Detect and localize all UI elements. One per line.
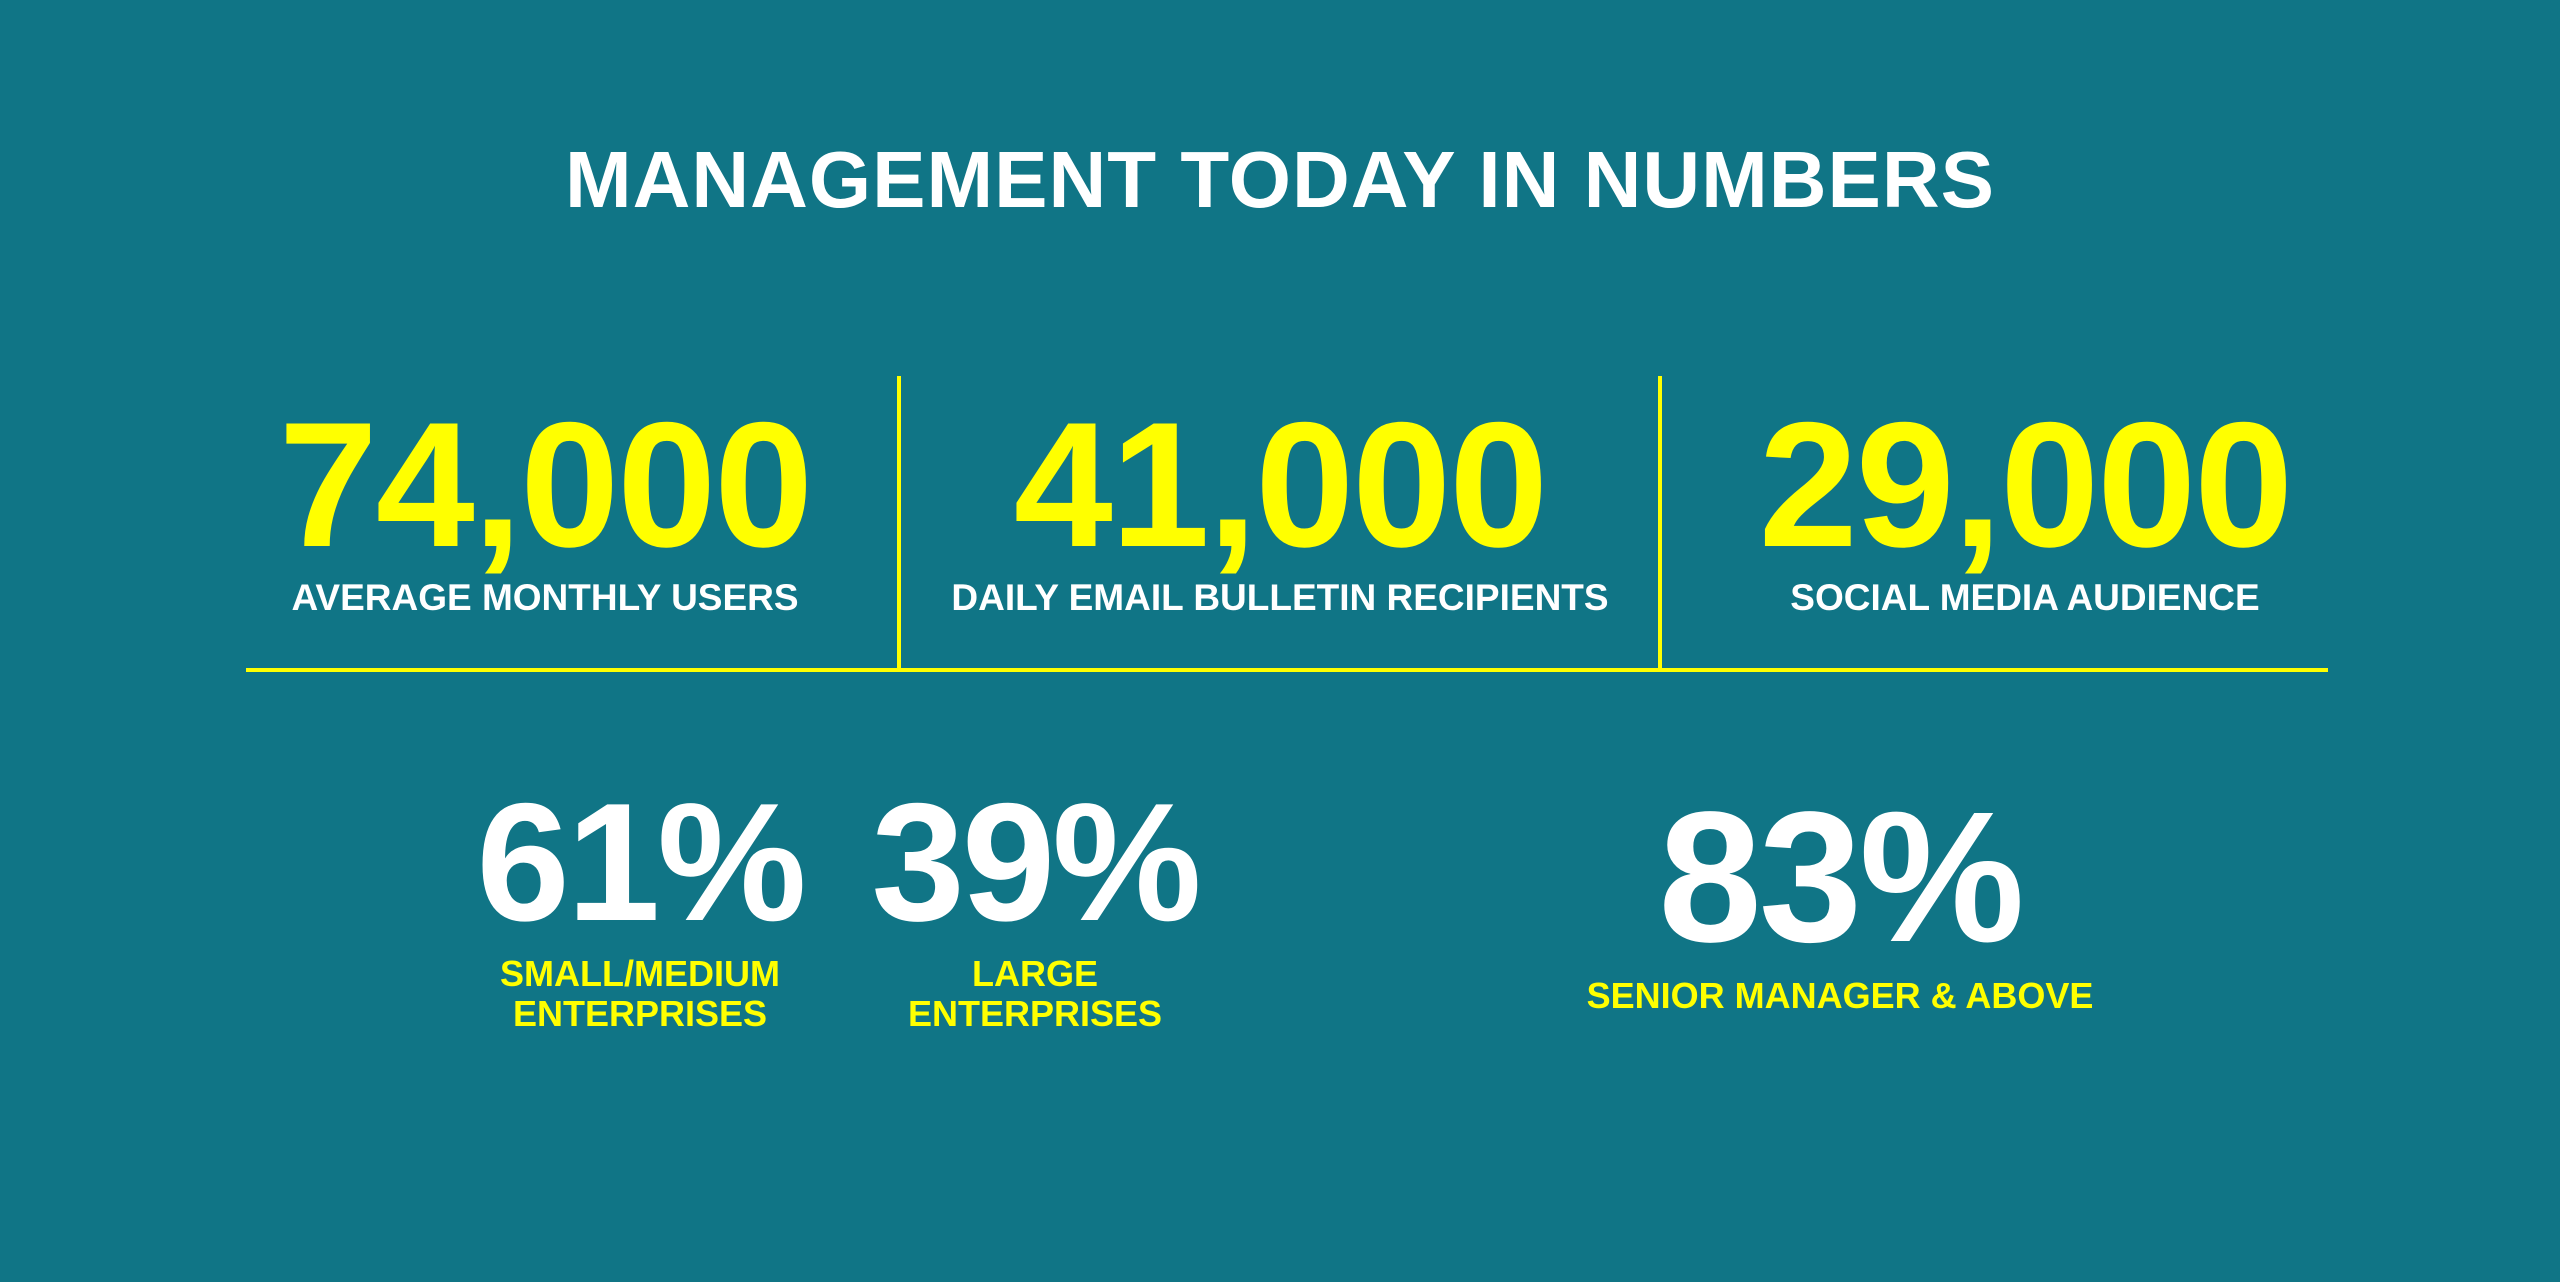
- stat-social-audience: 29,000 SOCIAL MEDIA AUDIENCE: [1700, 385, 2350, 620]
- stat-label: SENIOR MANAGER & ABOVE: [1586, 975, 2094, 1016]
- stat-label: AVERAGE MONTHLY USERS: [291, 577, 799, 618]
- divider-horizontal: [246, 668, 2328, 672]
- stat-value: 39%: [871, 768, 1201, 956]
- stat-value: 74,000: [278, 385, 813, 584]
- stat-label-line1: LARGE: [972, 953, 1098, 994]
- stat-sme: 61% SMALL/MEDIUM ENTERPRISES: [470, 768, 810, 1034]
- divider-vertical-right: [1658, 376, 1662, 672]
- divider-vertical-left: [897, 376, 901, 672]
- stat-label: DAILY EMAIL BULLETIN RECIPIENTS: [951, 577, 1609, 618]
- stat-label-line1: SMALL/MEDIUM: [500, 953, 780, 994]
- stat-value: 61%: [476, 768, 806, 956]
- stat-large-enterprises: 39% LARGE ENTERPRISES: [850, 768, 1220, 1034]
- stat-value: 29,000: [1758, 385, 2293, 584]
- stat-value: 41,000: [1013, 385, 1548, 584]
- stat-senior-managers: 83% SENIOR MANAGER & ABOVE: [1540, 774, 2140, 1016]
- stat-email-recipients: 41,000 DAILY EMAIL BULLETIN RECIPIENTS: [900, 385, 1660, 620]
- page-title: MANAGEMENT TODAY IN NUMBERS: [564, 135, 1996, 224]
- stat-label-line2: ENTERPRISES: [907, 993, 1163, 1034]
- stat-label-line2: ENTERPRISES: [512, 993, 768, 1034]
- stat-monthly-users: 74,000 AVERAGE MONTHLY USERS: [245, 385, 845, 620]
- stat-value: 83%: [1658, 774, 2024, 981]
- stat-label: SOCIAL MEDIA AUDIENCE: [1790, 577, 2260, 618]
